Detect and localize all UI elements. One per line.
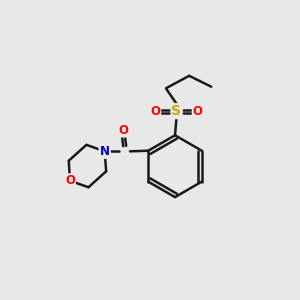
Text: O: O <box>118 124 128 136</box>
Text: O: O <box>193 105 203 118</box>
Text: N: N <box>100 145 110 158</box>
Text: O: O <box>150 105 160 118</box>
Text: S: S <box>172 104 182 118</box>
Text: O: O <box>65 174 75 187</box>
Text: N: N <box>100 145 110 158</box>
